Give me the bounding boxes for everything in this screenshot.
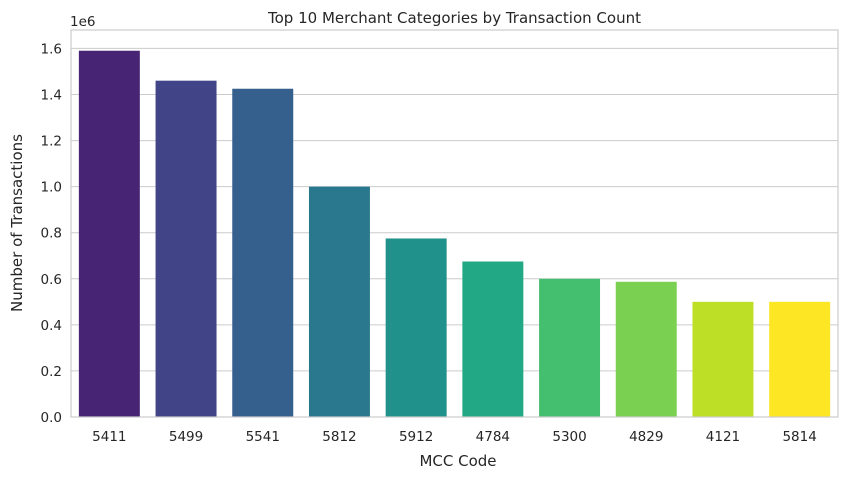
x-tick-label: 5499 (169, 429, 203, 445)
bar-5912 (385, 238, 447, 417)
y-tick-label: 0.4 (41, 318, 62, 334)
y-tick-labels: 0.0 0.2 0.4 0.6 0.8 1.0 1.2 1.4 1.6 (41, 41, 62, 426)
y-tick-label: 0.6 (41, 272, 62, 288)
y-tick-label: 0.2 (41, 364, 62, 380)
bar-4121 (692, 301, 754, 417)
bar-5812 (308, 186, 370, 417)
x-tick-labels: 5411 5499 5541 5812 5912 4784 5300 4829 4121 5814 (92, 429, 817, 445)
bars (78, 50, 831, 417)
bar-5300 (539, 278, 601, 417)
bar-4784 (462, 261, 524, 417)
bar-4829 (615, 281, 677, 417)
y-tick-label: 0.0 (41, 410, 62, 426)
y-tick-label: 1.2 (41, 134, 62, 150)
x-tick-label: 4784 (476, 429, 510, 445)
bar-5499 (155, 80, 217, 417)
y-offset-text: 1e6 (70, 14, 95, 30)
plot-frame (70, 29, 839, 418)
x-tick-label: 4829 (629, 429, 663, 445)
x-tick-label: 5411 (92, 429, 126, 445)
y-tick-label: 1.6 (41, 41, 62, 57)
x-tick-label: 5541 (246, 429, 280, 445)
x-axis-label: MCC Code (419, 452, 496, 470)
y-tick-label: 0.8 (41, 226, 62, 242)
x-tick-label: 5300 (552, 429, 586, 445)
bar-5411 (78, 50, 140, 417)
y-tick-label: 1.0 (41, 180, 62, 196)
bar-5814 (769, 301, 831, 417)
y-tick-label: 1.4 (41, 88, 62, 104)
chart-title: Top 10 Merchant Categories by Transactio… (267, 9, 641, 27)
x-tick-label: 5814 (782, 429, 816, 445)
x-tick-label: 5812 (322, 429, 356, 445)
bar-5541 (232, 88, 294, 417)
x-tick-label: 5912 (399, 429, 433, 445)
y-axis-label: Number of Transactions (8, 134, 26, 312)
x-tick-label: 4121 (706, 429, 740, 445)
